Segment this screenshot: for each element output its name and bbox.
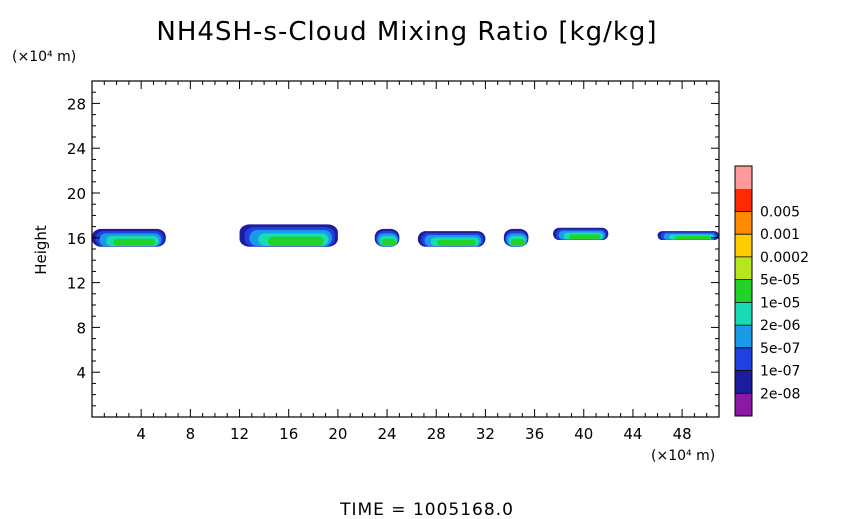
x-tick-label: 8 — [186, 425, 196, 443]
x-tick-label: 12 — [230, 425, 249, 443]
chart-title: NH4SH-s-Cloud Mixing Ratio [kg/kg] — [156, 17, 657, 47]
colorbar-swatch — [735, 211, 752, 235]
cloud-feature — [657, 231, 719, 241]
x-tick-label: 28 — [427, 425, 446, 443]
cloud-layer — [675, 236, 711, 240]
x-tick-label: 24 — [378, 425, 397, 443]
colorbar-label: 0.005 — [760, 204, 800, 220]
cloud-feature — [92, 228, 166, 247]
colorbar-label: 5e-07 — [760, 341, 800, 357]
colorbar-label: 2e-08 — [760, 386, 800, 402]
colorbar-swatch — [735, 166, 752, 189]
x-tick-label: 32 — [476, 425, 495, 443]
y-axis-label: Height — [32, 225, 50, 275]
cloud-layer — [568, 234, 601, 240]
colorbar-label: 2e-06 — [760, 318, 800, 334]
colorbar-frame — [734, 165, 753, 417]
y-tick-label: 28 — [67, 95, 86, 113]
cloud-layer — [267, 236, 324, 246]
cloud-feature — [417, 231, 486, 247]
time-label: TIME = 1005168.0 — [339, 500, 514, 519]
cloud-layer — [381, 238, 396, 246]
cloud-feature — [503, 228, 529, 247]
cloud-layer — [437, 239, 476, 246]
x-tick-label: 48 — [673, 425, 692, 443]
colorbar-label: 5e-05 — [760, 273, 800, 289]
colorbar-label: 0.0002 — [760, 250, 809, 266]
y-tick-label: 24 — [67, 140, 86, 158]
colorbar-swatch — [735, 279, 752, 303]
x-tick-label: 4 — [136, 425, 146, 443]
x-tick-label: 16 — [279, 425, 298, 443]
colorbar-label: 1e-07 — [760, 364, 800, 380]
x-tick-label: 40 — [574, 425, 593, 443]
colorbar-swatch — [735, 234, 752, 257]
colorbar-swatch — [735, 393, 752, 416]
cloud-feature — [374, 228, 400, 247]
y-tick-label: 16 — [67, 230, 86, 248]
colorbar-swatch — [735, 256, 752, 280]
colorbar: 2e-08 1e-07 5e-07 2e-06 1e-05 5e-05 0.0002 0.00… — [734, 165, 809, 417]
cloud-feature — [239, 224, 338, 247]
plot-frame — [91, 80, 720, 418]
x-tick-label: 44 — [623, 425, 642, 443]
x-unit-label: (×10⁴ m) — [651, 448, 715, 464]
x-tick-label: 36 — [525, 425, 544, 443]
colorbar-swatch — [735, 302, 752, 326]
colorbar-label: 0.001 — [760, 227, 800, 243]
colorbar-swatch — [735, 370, 752, 394]
y-tick-label: 4 — [76, 364, 86, 382]
y-tick-label: 20 — [67, 185, 86, 203]
colorbar-swatch — [735, 347, 752, 371]
colorbar-swatch — [735, 325, 752, 348]
y-unit-label: (×10⁴ m) — [12, 49, 76, 65]
cloud-feature — [553, 227, 609, 241]
cloud-field — [92, 224, 719, 247]
colorbar-label: 1e-05 — [760, 295, 800, 311]
cloud-layer — [510, 238, 525, 246]
y-tick-label: 12 — [67, 275, 86, 293]
x-tick-label: 20 — [328, 425, 347, 443]
colorbar-swatch — [735, 188, 752, 212]
y-tick-label: 8 — [76, 319, 86, 337]
cloud-layer — [113, 238, 156, 246]
